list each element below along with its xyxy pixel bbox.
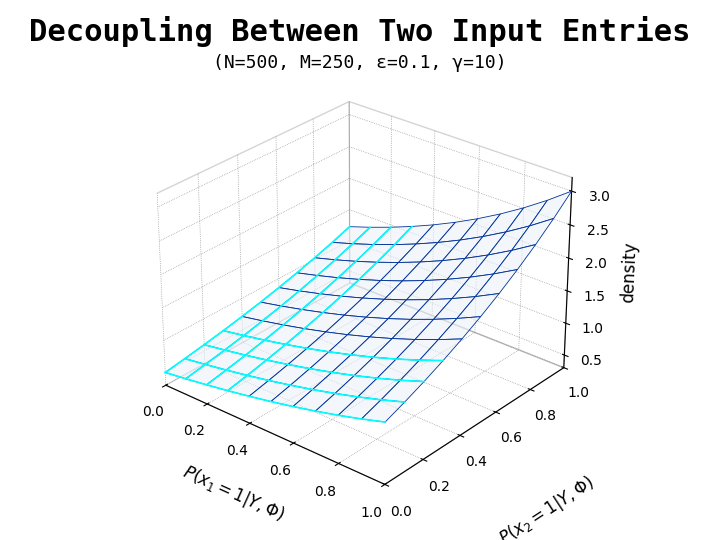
X-axis label: $P(x_1=1|Y,\Phi)$: $P(x_1=1|Y,\Phi)$ bbox=[179, 461, 288, 526]
Y-axis label: $P(x_2=1|Y,\Phi)$: $P(x_2=1|Y,\Phi)$ bbox=[495, 472, 599, 540]
Text: Decoupling Between Two Input Entries: Decoupling Between Two Input Entries bbox=[30, 16, 690, 47]
Text: (N=500, M=250, ε=0.1, γ=10): (N=500, M=250, ε=0.1, γ=10) bbox=[213, 54, 507, 72]
